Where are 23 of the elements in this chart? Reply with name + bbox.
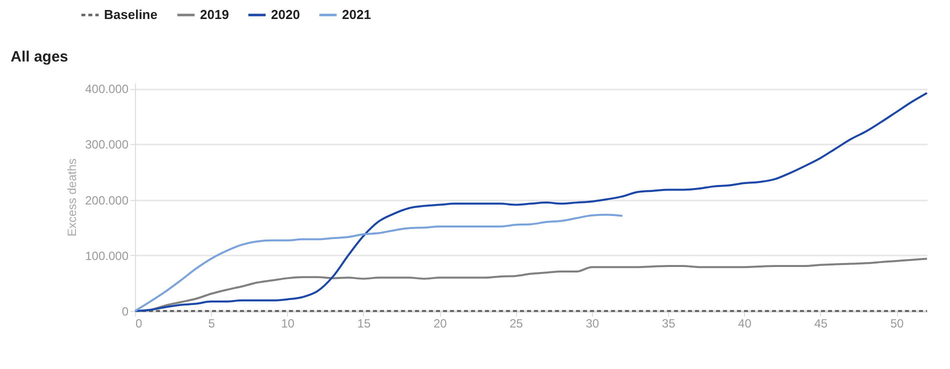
y-tick-label: 200.000 xyxy=(85,193,129,208)
x-tick-label: 20 xyxy=(433,316,448,330)
legend-label: Baseline xyxy=(104,7,158,22)
legend-label: 2021 xyxy=(342,7,371,22)
x-tick-label: 30 xyxy=(586,316,600,330)
legend-label: 2020 xyxy=(271,7,300,22)
y-tick-label: 0 xyxy=(122,304,129,318)
x-tick-label: 0 xyxy=(136,316,142,330)
y-axis-title: Excess deaths xyxy=(65,158,80,237)
x-tick-label: 25 xyxy=(510,316,524,330)
y-tick-label: 100.000 xyxy=(85,248,129,263)
x-tick-label: 10 xyxy=(281,316,295,330)
line-series xyxy=(134,214,624,312)
chart-title: All ages xyxy=(10,48,68,66)
x-tick-label: 50 xyxy=(890,316,904,330)
y-tick-label: 300.000 xyxy=(85,138,129,152)
x-tick-label: 45 xyxy=(814,316,828,330)
x-tick-label: 35 xyxy=(662,316,676,330)
x-tick-label: 15 xyxy=(357,316,371,330)
x-tick-label: 5 xyxy=(208,316,216,330)
y-tick-label: 400.000 xyxy=(85,82,129,96)
x-tick-label: 40 xyxy=(738,316,752,330)
legend-label: 2019 xyxy=(200,7,229,22)
